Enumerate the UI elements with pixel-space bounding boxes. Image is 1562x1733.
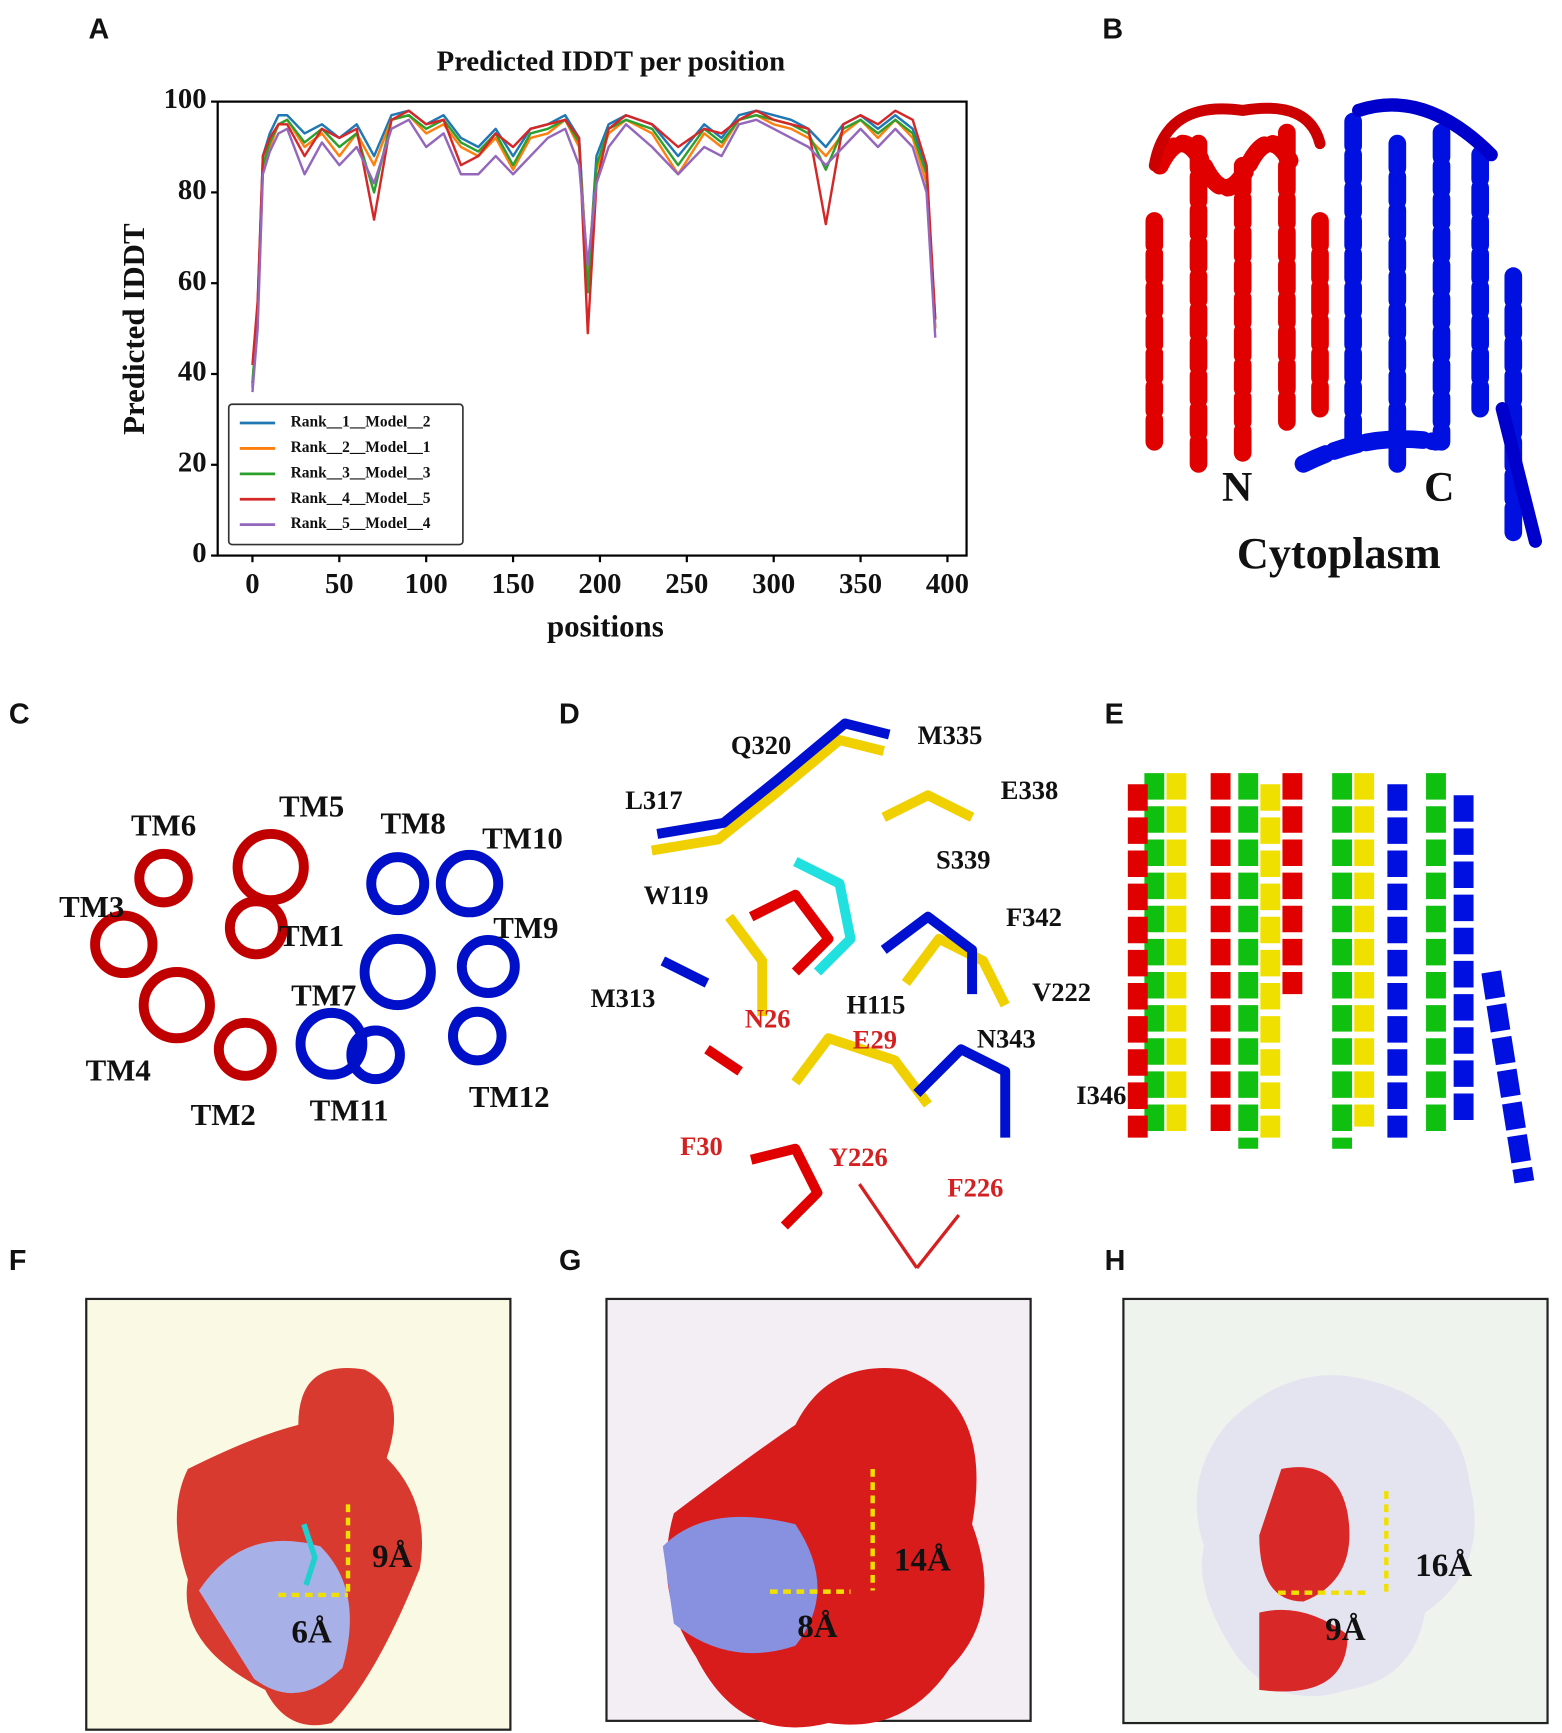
panel-letter: G	[559, 1245, 581, 1277]
panel-letter: F	[9, 1245, 27, 1277]
helix-label: TM12	[469, 1079, 550, 1114]
x-tick-label: 250	[665, 568, 708, 600]
distance-label: 14Å	[894, 1542, 951, 1579]
chart: Predicted IDDT per position positions Pr…	[116, 46, 969, 644]
residue-label: I346	[1076, 1080, 1126, 1110]
residue-label: S339	[936, 845, 991, 875]
y-tick-label: 100	[164, 83, 207, 115]
y-tick-label: 40	[178, 356, 207, 388]
residue-sticks	[650, 718, 1011, 1270]
helix-label: TM1	[279, 918, 344, 953]
helix-label: TM4	[86, 1053, 151, 1088]
helix-label: TM7	[291, 978, 356, 1013]
y-tick-label: 0	[192, 537, 206, 569]
series-line	[251, 118, 937, 393]
plot-frame	[216, 100, 968, 557]
residue-label: F30	[680, 1131, 723, 1161]
distance-label: 16Å	[1415, 1547, 1472, 1584]
residue-label: E338	[1001, 775, 1058, 805]
legend-label: Rank__3__Model__3	[291, 464, 431, 481]
helix-label: TM2	[191, 1097, 256, 1132]
y-axis-label: Predicted IDDT	[116, 223, 151, 435]
helix-label: TM8	[381, 805, 446, 840]
y-tick-label: 20	[178, 446, 207, 478]
residue-label: E29	[853, 1025, 897, 1055]
distance-label: 9Å	[1325, 1611, 1366, 1648]
helix-label: TM10	[482, 821, 563, 856]
panel-letter: A	[88, 14, 109, 46]
superposition	[1127, 773, 1535, 1184]
x-tick-label: 50	[325, 568, 354, 600]
x-tick-label: 400	[926, 568, 969, 600]
residue-label: F342	[1006, 902, 1062, 932]
x-tick-label: 350	[839, 568, 882, 600]
x-tick-label: 100	[405, 568, 448, 600]
residue-label: V222	[1032, 977, 1091, 1007]
legend-box	[227, 403, 464, 546]
residue-label: F226	[947, 1173, 1003, 1203]
terminus-label: C	[1424, 465, 1454, 511]
helix-label: TM9	[493, 910, 558, 945]
residue-label: M335	[918, 720, 983, 750]
panel-letter: D	[559, 698, 580, 730]
panel-letter: E	[1105, 698, 1124, 730]
helix-label: TM11	[310, 1092, 389, 1127]
residue-label: N26	[745, 1004, 791, 1034]
legend-label: Rank__4__Model__5	[291, 490, 431, 507]
helix-label: TM6	[131, 807, 196, 842]
pocket-f	[85, 1297, 512, 1731]
legend-label: Rank__5__Model__4	[291, 515, 431, 532]
series-line	[251, 109, 937, 388]
region-label: Cytoplasm	[1237, 529, 1441, 578]
residue-label: N343	[977, 1024, 1036, 1054]
panel-letter: C	[9, 698, 30, 730]
distance-label: 9Å	[372, 1538, 413, 1575]
distance-label: 6Å	[291, 1613, 332, 1650]
terminus-label: N	[1222, 465, 1252, 511]
legend-label: Rank__1__Model__2	[291, 414, 431, 431]
panel-letter: B	[1102, 14, 1123, 46]
panel-letter: H	[1105, 1245, 1126, 1277]
pocket-g	[605, 1297, 1032, 1728]
residue-label: Q320	[731, 730, 791, 760]
legend-label: Rank__2__Model__1	[291, 439, 431, 456]
x-axis-label: positions	[547, 609, 664, 644]
residue-label: L317	[625, 785, 682, 815]
residue-label: M313	[591, 983, 656, 1013]
distance-label: 8Å	[797, 1608, 838, 1645]
residue-label: Y226	[829, 1142, 888, 1172]
helix-label: TM5	[279, 789, 344, 824]
residue-label: H115	[847, 989, 906, 1019]
x-tick-label: 150	[492, 568, 535, 600]
series-line	[251, 109, 937, 366]
x-tick-label: 200	[578, 568, 621, 600]
structure-b	[1145, 98, 1543, 551]
x-tick-label: 300	[752, 568, 795, 600]
chart-title: Predicted IDDT per position	[437, 46, 785, 78]
residue-label: W119	[644, 880, 709, 910]
helix-label: TM3	[59, 889, 124, 924]
pocket-h	[1122, 1297, 1549, 1725]
y-tick-label: 80	[178, 174, 207, 206]
helix-wheel	[90, 828, 520, 1085]
y-tick-label: 60	[178, 265, 207, 297]
x-tick-label: 0	[245, 568, 259, 600]
